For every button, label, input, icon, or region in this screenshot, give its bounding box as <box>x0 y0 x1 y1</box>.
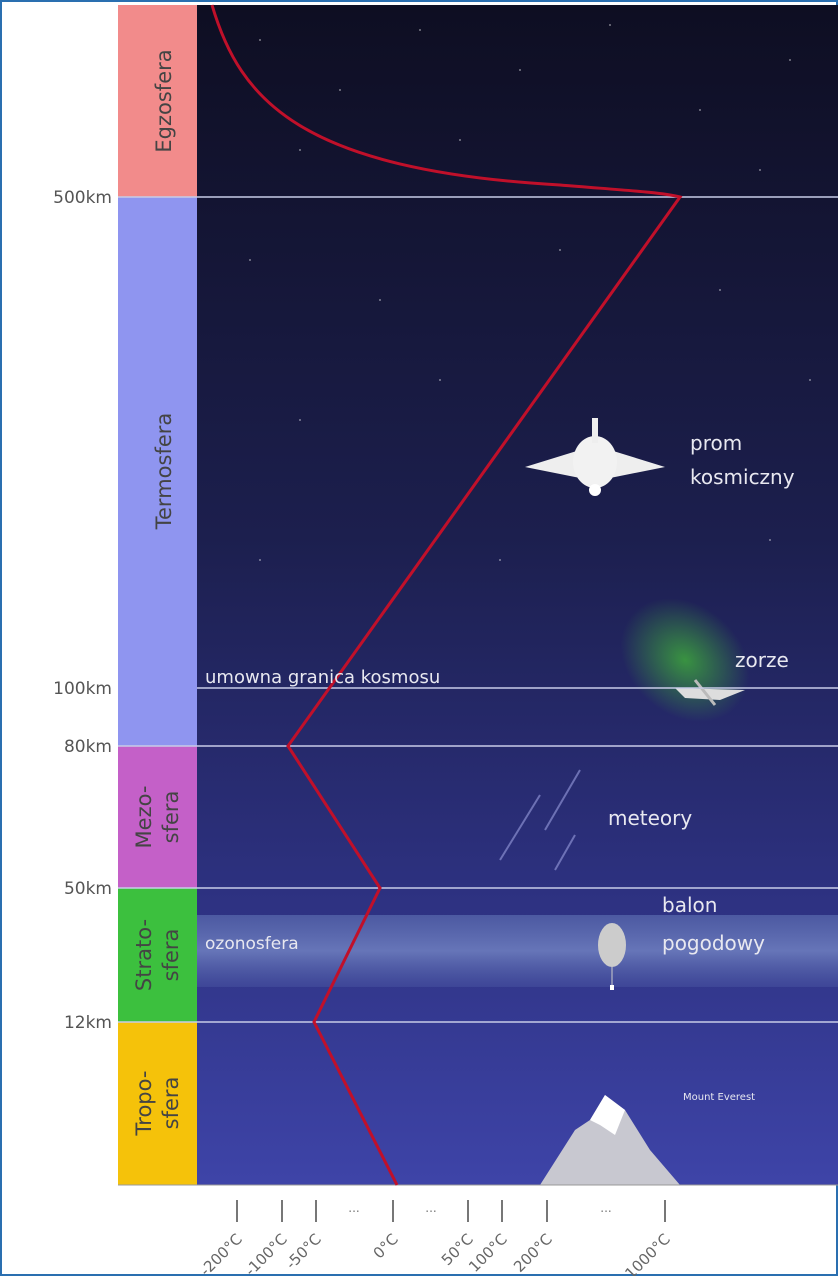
annotation: pogodowy <box>662 931 765 955</box>
annotation: meteory <box>608 806 692 830</box>
layer-bar <box>118 888 197 1022</box>
layer-bar <box>118 746 197 888</box>
axis-gap: ... <box>600 1201 611 1215</box>
layer-label: Strato- <box>132 919 156 991</box>
axis-gap: ... <box>348 1201 359 1215</box>
annotation: Mount Everest <box>683 1092 755 1103</box>
weather-balloon <box>598 923 626 990</box>
annotation: kosmiczny <box>690 465 795 489</box>
layer-label: Tropo- <box>132 1071 156 1137</box>
altitude-label: 50km <box>64 879 112 899</box>
sky <box>197 5 838 1185</box>
annotation: ozonosfera <box>205 934 299 954</box>
layer-bar <box>118 1022 197 1185</box>
mountain-snow <box>590 1095 625 1135</box>
meteors <box>499 769 581 871</box>
mountain <box>540 1095 680 1185</box>
altitude-label: 100km <box>53 679 112 699</box>
stars <box>249 24 811 561</box>
altitude-label: 12km <box>64 1013 112 1033</box>
altitude-label: 500km <box>53 188 112 208</box>
axis-gap: ... <box>425 1201 436 1215</box>
layer-label: sfera <box>159 791 183 844</box>
ozone-band <box>197 915 838 987</box>
layer-label: Mezo- <box>132 786 156 849</box>
temperature-curve <box>210 4 683 1186</box>
layer-bar <box>118 5 197 197</box>
layer-label: sfera <box>159 1077 183 1130</box>
airplane <box>675 679 745 706</box>
layer-label: Egzosfera <box>152 49 176 152</box>
annotation: prom <box>690 431 742 455</box>
annotation: umowna granica kosmosu <box>205 667 440 688</box>
layer-bar <box>118 197 197 746</box>
annotation: balon <box>662 893 717 917</box>
space-shuttle <box>525 418 665 496</box>
annotation: zorze <box>735 648 789 672</box>
altitude-label: 80km <box>64 737 112 757</box>
layer-label: sfera <box>159 929 183 982</box>
layer-label: Termosfera <box>152 413 176 531</box>
